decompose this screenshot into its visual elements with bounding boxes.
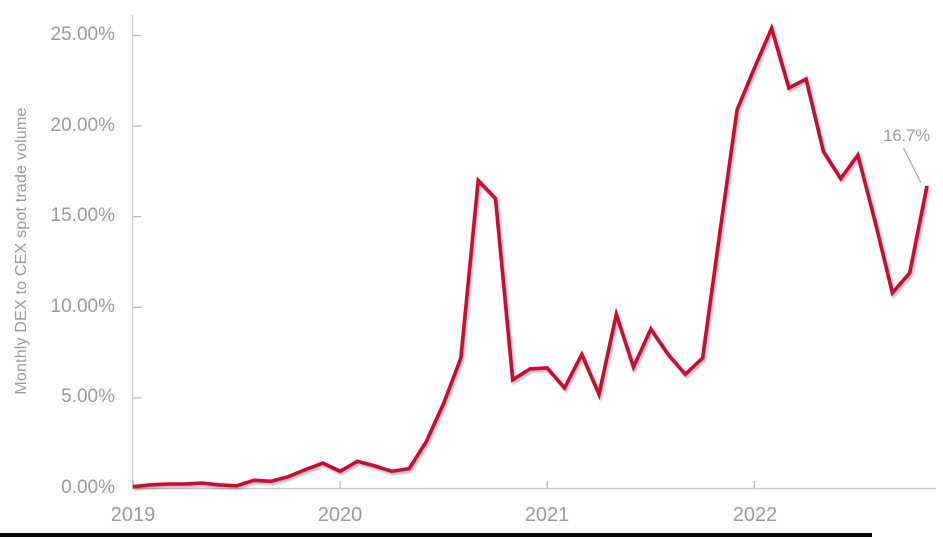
y-tick-label-25: 25.00% <box>50 24 115 45</box>
y-tick-label-20: 20.00% <box>50 115 115 136</box>
x-tick-label-2020: 2020 <box>317 504 363 526</box>
y-tick-label-10: 10.00% <box>50 296 115 317</box>
y-tick-label-0: 0.00% <box>61 477 115 498</box>
x-tick-label-2019: 2019 <box>110 504 156 526</box>
bottom-border <box>0 533 872 537</box>
annotation-leader-line <box>902 147 922 184</box>
annotation-label: 16.7% <box>883 127 930 145</box>
y-tick-label-15: 15.00% <box>50 205 115 226</box>
x-tick-label-2022: 2022 <box>732 504 778 526</box>
dex-cex-series-line <box>132 22 929 489</box>
y-tick-label-5: 5.00% <box>61 386 115 407</box>
x-tick-label-2021: 2021 <box>524 504 570 526</box>
